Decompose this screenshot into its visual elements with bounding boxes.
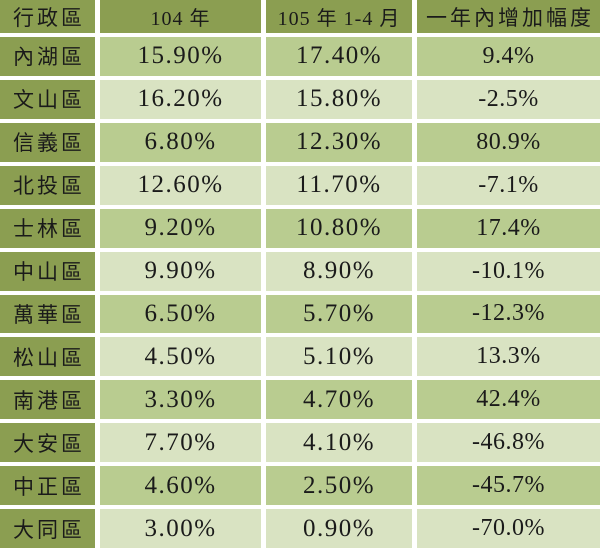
column-header-year-105-jan-apr: 105 年 1-4 月 xyxy=(266,0,412,33)
value-cell: 3.30% xyxy=(100,380,261,420)
value-cell: 15.80% xyxy=(266,79,412,119)
value-cell: 5.70% xyxy=(266,294,412,334)
district-name-cell: 大安區 xyxy=(0,423,95,463)
value-cell: 15.90% xyxy=(100,37,261,76)
value-cell: 7.70% xyxy=(100,423,261,463)
value-cell: 8.90% xyxy=(266,251,412,291)
district-name-cell: 中正區 xyxy=(0,466,95,506)
district-name-cell: 內湖區 xyxy=(0,37,95,76)
value-cell: 3.00% xyxy=(100,509,261,548)
value-cell: 9.20% xyxy=(100,208,261,248)
district-name-cell: 文山區 xyxy=(0,79,95,119)
value-cell: 12.60% xyxy=(100,165,261,205)
district-name-cell: 中山區 xyxy=(0,251,95,291)
value-cell: 4.50% xyxy=(100,337,261,377)
column-header-one-year-change: 一年內增加幅度 xyxy=(417,0,600,33)
value-cell: -2.5% xyxy=(417,79,600,119)
district-name-cell: 松山區 xyxy=(0,337,95,377)
district-name-cell: 士林區 xyxy=(0,208,95,248)
value-cell: -10.1% xyxy=(417,251,600,291)
value-cell: -70.0% xyxy=(417,509,600,548)
value-cell: 9.4% xyxy=(417,37,600,76)
district-name-cell: 北投區 xyxy=(0,165,95,205)
column-header-district: 行政區 xyxy=(0,0,95,33)
value-cell: 13.3% xyxy=(417,337,600,377)
value-cell: 4.70% xyxy=(266,380,412,420)
value-cell: -46.8% xyxy=(417,423,600,463)
value-cell: -45.7% xyxy=(417,466,600,506)
district-name-cell: 大同區 xyxy=(0,509,95,548)
value-cell: 10.80% xyxy=(266,208,412,248)
value-cell: 2.50% xyxy=(266,466,412,506)
value-cell: 4.60% xyxy=(100,466,261,506)
value-cell: 16.20% xyxy=(100,79,261,119)
value-cell: 17.4% xyxy=(417,208,600,248)
value-cell: 0.90% xyxy=(266,509,412,548)
column-header-year-104: 104 年 xyxy=(100,0,261,33)
value-cell: -12.3% xyxy=(417,294,600,334)
district-name-cell: 萬華區 xyxy=(0,294,95,334)
district-name-cell: 南港區 xyxy=(0,380,95,420)
value-cell: 42.4% xyxy=(417,380,600,420)
value-cell: 5.10% xyxy=(266,337,412,377)
value-cell: 80.9% xyxy=(417,122,600,162)
value-cell: 9.90% xyxy=(100,251,261,291)
value-cell: -7.1% xyxy=(417,165,600,205)
district-name-cell: 信義區 xyxy=(0,122,95,162)
value-cell: 11.70% xyxy=(266,165,412,205)
value-cell: 6.80% xyxy=(100,122,261,162)
value-cell: 12.30% xyxy=(266,122,412,162)
value-cell: 6.50% xyxy=(100,294,261,334)
value-cell: 17.40% xyxy=(266,37,412,76)
value-cell: 4.10% xyxy=(266,423,412,463)
